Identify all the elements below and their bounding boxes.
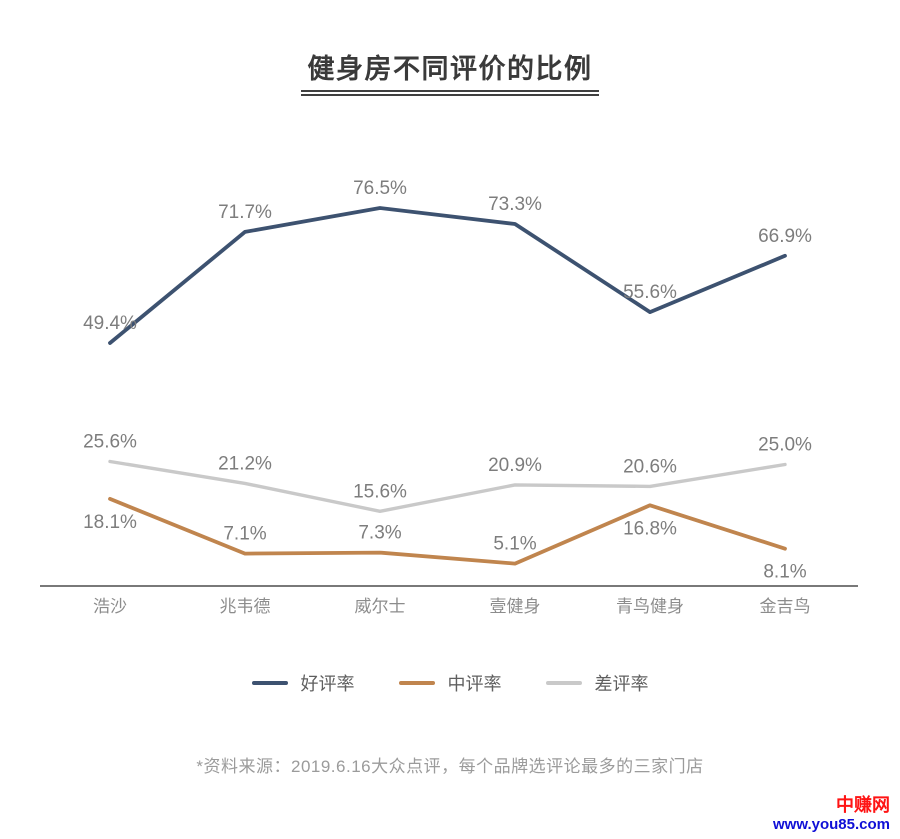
data-label-series-0-point-2: 76.5% <box>353 178 407 199</box>
x-axis-label: 兆韦德 <box>220 597 271 616</box>
legend-item-2: 差评率 <box>545 670 649 696</box>
data-label-series-0-point-3: 73.3% <box>488 194 542 215</box>
data-label-series-1-point-3: 5.1% <box>493 534 536 555</box>
title-block: 健身房不同评价的比例 <box>0 53 900 97</box>
x-axis-label: 壹健身 <box>490 597 541 616</box>
data-label-series-1-point-0: 18.1% <box>83 512 137 533</box>
x-axis-label: 金吉鸟 <box>760 597 811 616</box>
data-label-series-2-point-2: 15.6% <box>353 481 407 502</box>
x-axis-label: 青鸟健身 <box>616 597 684 616</box>
data-label-series-0-point-1: 71.7% <box>218 202 272 223</box>
legend-item-1: 中评率 <box>398 670 502 696</box>
data-label-series-2-point-1: 21.2% <box>218 453 272 474</box>
title-double-underline <box>301 90 599 97</box>
chart-legend: 好评率 中评率 差评率 <box>0 670 900 696</box>
series-line-1 <box>108 496 787 566</box>
data-label-series-1-point-5: 8.1% <box>763 562 806 583</box>
x-axis-label: 威尔士 <box>355 597 406 616</box>
legend-line-swatch <box>398 681 435 685</box>
legend-line-swatch <box>545 681 582 685</box>
data-label-series-1-point-4: 16.8% <box>623 518 677 539</box>
watermark-site-name: 中赚网 <box>836 795 890 816</box>
data-label-series-0-point-0: 49.4% <box>83 313 137 334</box>
data-label-series-2-point-0: 25.6% <box>83 432 137 453</box>
legend-item-0: 好评率 <box>251 670 355 696</box>
data-label-series-2-point-5: 25.0% <box>758 435 812 456</box>
legend-label: 差评率 <box>594 674 649 694</box>
watermark-site-url[interactable]: www.you85.com <box>773 815 890 833</box>
watermark: 中赚网 www.you85.com <box>773 795 890 833</box>
legend-line-swatch <box>251 681 288 685</box>
legend-label: 中评率 <box>447 674 502 694</box>
data-label-series-2-point-4: 20.6% <box>623 456 677 477</box>
series-line-0 <box>108 206 787 345</box>
series-line-2 <box>108 459 787 513</box>
data-label-series-0-point-4: 55.6% <box>623 282 677 303</box>
page-title: 健身房不同评价的比例 <box>307 54 593 84</box>
legend-label: 好评率 <box>300 674 355 694</box>
data-label-series-1-point-1: 7.1% <box>223 524 266 545</box>
source-footnote: *资料来源：2019.6.16大众点评，每个品牌选评论最多的三家门店 <box>196 757 704 776</box>
x-axis-label: 浩沙 <box>93 597 127 616</box>
data-label-series-2-point-3: 20.9% <box>488 455 542 476</box>
data-label-series-0-point-5: 66.9% <box>758 226 812 247</box>
data-label-series-1-point-2: 7.3% <box>358 523 401 544</box>
